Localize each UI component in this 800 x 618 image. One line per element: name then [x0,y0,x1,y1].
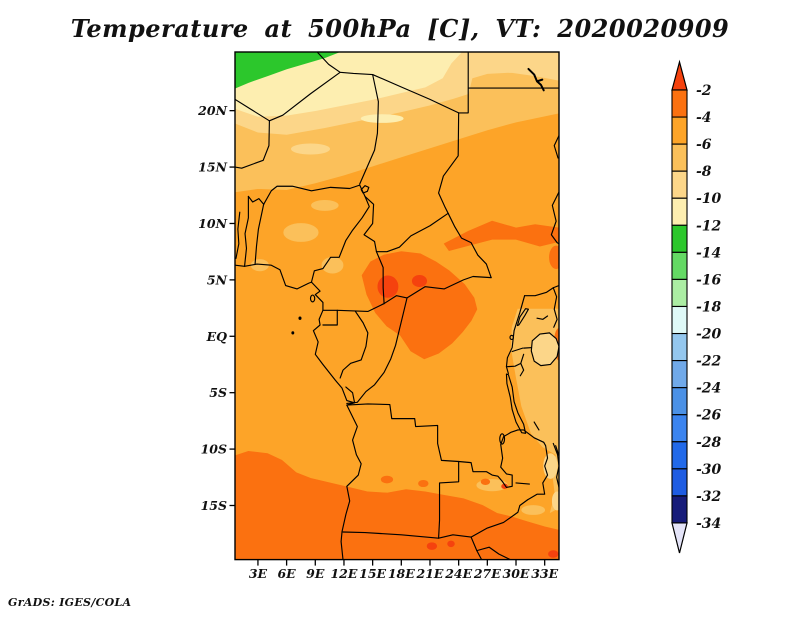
colorbar-tick-label: -30 [696,462,722,478]
colorbar-segment [671,143,688,172]
bioko-island [311,295,315,302]
lon-tick-label: 30E [503,566,530,581]
lon-tick-label: 6E [277,566,296,581]
colorbar-tick-label: -2 [696,83,712,99]
lat-tick-label: 15N [198,160,227,175]
colorbar-tick-label: -12 [696,218,722,234]
colorbar-tick-label: -34 [696,516,721,532]
colorbar-segment [671,251,688,280]
lon-tick-label: 15E [359,566,386,581]
colorbar-segment [671,332,688,362]
colorbar-tick-label: -24 [696,381,721,397]
colorbar-tick-label: -22 [696,354,722,370]
lake-chad [361,186,369,193]
colorbar-segment [671,414,688,443]
lon-tick-label: 27E [473,566,501,581]
colorbar-tick-label: -32 [696,489,722,505]
colorbar-segment [671,495,688,524]
plot-title: Temperature at 500hPa [C], VT: 202002090… [70,14,730,43]
lake-albert [517,309,528,326]
map-frame [234,51,560,561]
colorbar-tick-label: -18 [696,299,722,315]
lake-edward [510,335,513,339]
colorbar-arrow-top [671,59,688,91]
colorbar-tick-label: -20 [696,327,722,343]
colorbar-tick-label: -16 [696,272,722,288]
lon-tick-label: 9E [306,566,325,581]
lat-tick-label: EQ [206,329,228,344]
lake-tanganyika [506,374,525,433]
country-borders [235,52,559,560]
colorbar-tick-label: -26 [696,408,722,424]
lake-victoria [531,333,559,366]
fill-green-nw [235,52,339,88]
fill-band-yellow [235,52,462,116]
lon-tick-label: 24E [444,566,472,581]
lat-tick-label: 5N [207,272,228,287]
colorbar-segment [671,170,688,199]
hot-spot-congo [378,276,398,297]
lon-tick-label: 18E [388,566,415,581]
fill-south-warm [235,451,559,560]
lat-tick-label: 15S [201,498,227,513]
lon-tick-label: 3E [249,566,268,581]
lon-tick-label: 12E [330,566,357,581]
colorbar-segment [671,116,688,145]
colorbar-segment [671,278,688,308]
contour-fills [235,52,559,560]
fill-sudan-streak [444,221,559,250]
coastline [235,264,361,560]
colorbar-segment [671,360,688,389]
lake-mweru [500,434,505,444]
colorbar-tick-label: -4 [696,110,712,126]
lat-tick-label: 20N [197,103,227,118]
lat-tick-label: 10N [198,216,227,231]
colorbar: -2 -4 -6 -8 -10 -12 -14 -16 -18 -20 -22 -24 -26 -28 -3… [671,59,722,554]
colorbar-segment [671,468,688,497]
colorbar-segment [671,197,688,226]
colorbar-tick-label: -10 [696,191,722,207]
temperature-field [235,52,559,560]
colorbar-segment [671,387,688,416]
lake-kyoga [537,316,548,319]
colorbar-arrow-bottom [671,522,688,554]
lon-tick-label: 33E [531,566,558,581]
lake-nasser [528,69,543,90]
colorbar-tick-label: -6 [696,137,712,153]
colorbar-segment [671,305,688,335]
grads-credit: GrADS: IGES/COLA [8,596,132,609]
colorbar-segment [671,441,688,470]
lat-tick-label: 5S [209,385,227,400]
colorbar-segment [671,89,688,118]
colorbar-tick-label: -8 [696,164,712,180]
lon-tick-label: 21E [416,566,444,581]
colorbar-tick-label: -28 [696,435,722,451]
colorbar-tick-label: -14 [696,245,721,261]
colorbar-segment [671,224,688,253]
lat-tick-label: 10S [201,442,227,457]
